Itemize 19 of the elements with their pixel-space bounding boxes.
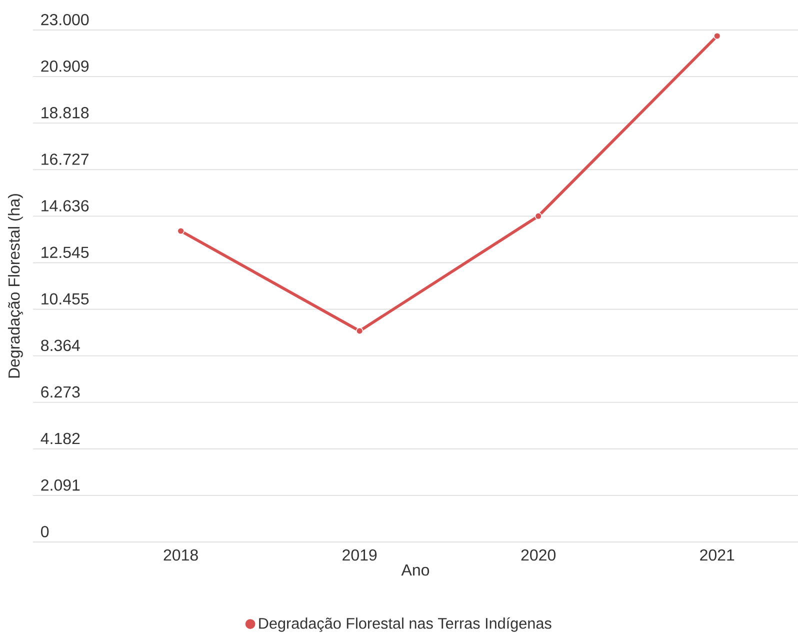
y-tick-label: 23.000 [41,14,89,26]
y-tick-label: 8.364 [41,340,80,352]
y-axis-title: Degradação Florestal (ha) [8,194,23,378]
y-tick-label: 12.545 [42,246,89,258]
y-tick-label: 2.091 [41,479,80,491]
x-axis-title: Ano [401,564,430,576]
y-tick-label: 20.909 [41,60,89,72]
y-tick-label: 4.182 [40,432,80,444]
x-tick-label: 2018 [164,549,198,561]
y-tick-label: 6.273 [41,386,80,398]
y-tick-label: 0 [41,526,49,538]
y-tick-label: 16.727 [42,154,89,165]
x-tick-label: 2021 [700,549,734,561]
x-tick-label: 2019 [342,549,377,561]
y-tick-label: 14.636 [42,200,89,212]
x-tick-label: 2020 [521,549,556,561]
y-tick-label: 18.818 [42,107,89,118]
y-tick-label: 10.455 [42,293,89,305]
legend-label: Degradação Florestal nas Terras Indígenas [259,617,552,632]
